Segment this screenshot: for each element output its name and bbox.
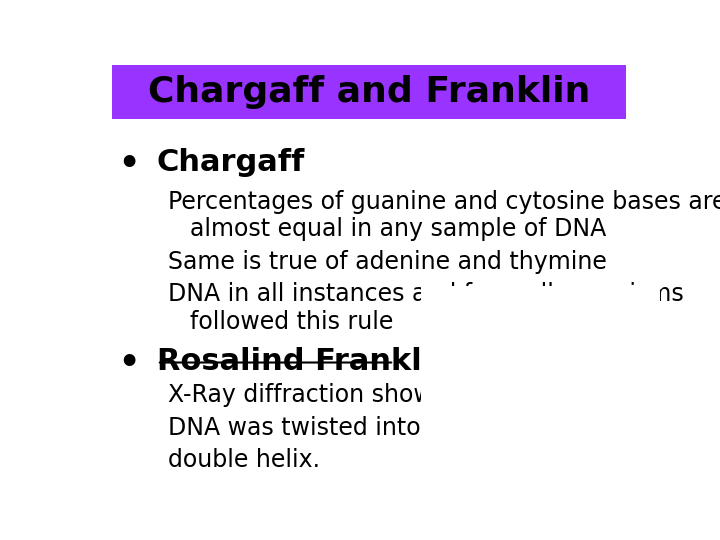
Text: followed this rule: followed this rule [190,310,394,334]
Text: Rosalind Franklin: Rosalind Franklin [157,347,454,376]
Text: Chargaff: Chargaff [157,148,305,177]
Text: DNA in all instances and from all organisms: DNA in all instances and from all organi… [168,282,684,306]
Text: Chargaff and Franklin: Chargaff and Franklin [148,75,590,109]
Text: DNA was twisted into a: DNA was twisted into a [168,416,443,440]
FancyBboxPatch shape [112,65,626,119]
Text: double helix.: double helix. [168,448,320,472]
Text: •: • [118,148,139,181]
Text: almost equal in any sample of DNA: almost equal in any sample of DNA [190,218,607,241]
Text: Same is true of adenine and thymine: Same is true of adenine and thymine [168,250,607,274]
Text: •: • [118,347,139,380]
Text: Percentages of guanine and cytosine bases are: Percentages of guanine and cytosine base… [168,190,720,213]
Text: X-Ray diffraction showed that: X-Ray diffraction showed that [168,383,518,407]
